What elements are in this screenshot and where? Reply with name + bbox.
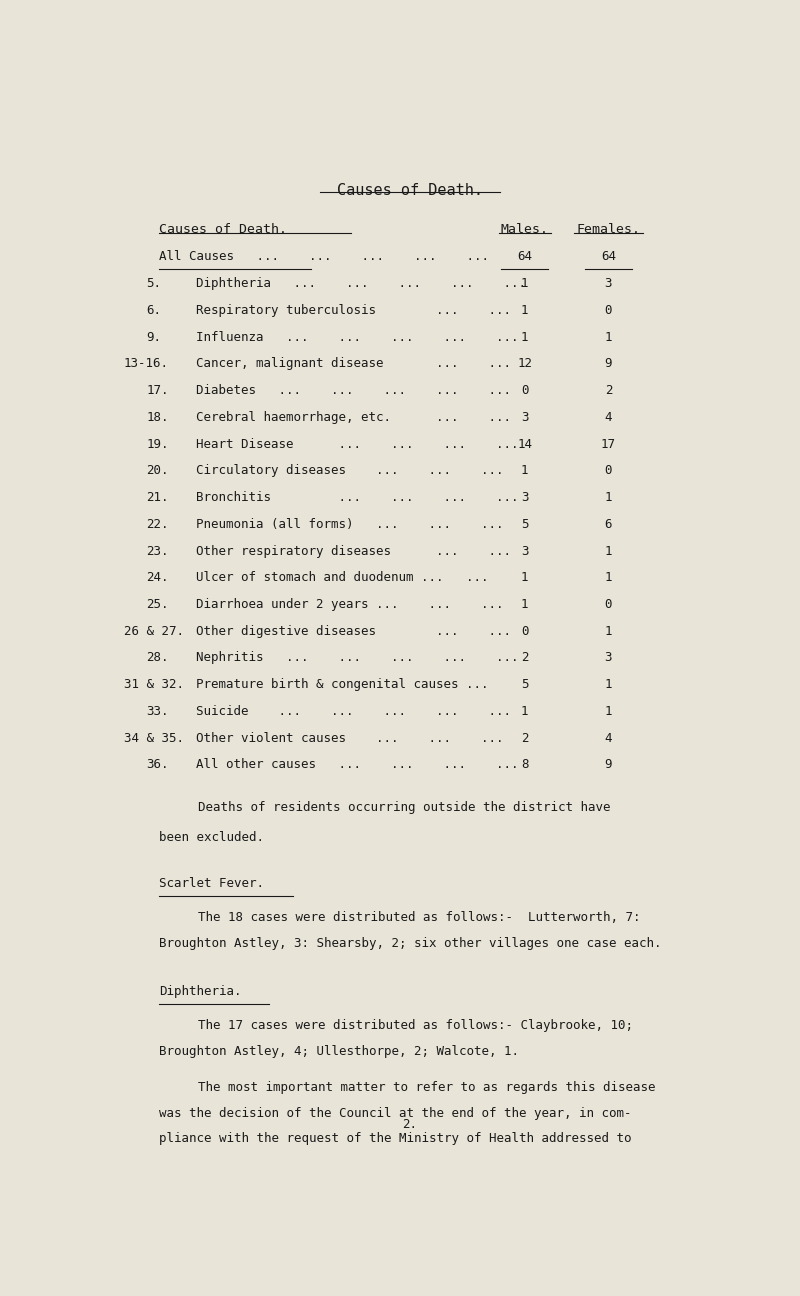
Text: Ulcer of stomach and duodenum ...   ...: Ulcer of stomach and duodenum ... ... <box>196 572 489 584</box>
Text: 36.: 36. <box>146 758 169 771</box>
Text: Other violent causes    ...    ...    ...: Other violent causes ... ... ... <box>196 732 504 745</box>
Text: Scarlet Fever.: Scarlet Fever. <box>159 877 264 890</box>
Text: Circulatory diseases    ...    ...    ...: Circulatory diseases ... ... ... <box>196 464 504 477</box>
Text: 34 & 35.: 34 & 35. <box>123 732 183 745</box>
Text: Diabetes   ...    ...    ...    ...    ...: Diabetes ... ... ... ... ... <box>196 384 511 397</box>
Text: 19.: 19. <box>146 438 169 451</box>
Text: 2: 2 <box>605 384 612 397</box>
Text: 5.: 5. <box>146 277 162 290</box>
Text: Premature birth & congenital causes ...: Premature birth & congenital causes ... <box>196 678 489 691</box>
Text: 18.: 18. <box>146 411 169 424</box>
Text: 2: 2 <box>521 732 529 745</box>
Text: 4: 4 <box>605 732 612 745</box>
Text: 1: 1 <box>521 330 529 343</box>
Text: 26 & 27.: 26 & 27. <box>123 625 183 638</box>
Text: 33.: 33. <box>146 705 169 718</box>
Text: Heart Disease      ...    ...    ...    ...: Heart Disease ... ... ... ... <box>196 438 518 451</box>
Text: The 18 cases were distributed as follows:-  Lutterworth, 7:: The 18 cases were distributed as follows… <box>198 911 641 924</box>
Text: Causes of Death.: Causes of Death. <box>159 223 287 236</box>
Text: Pneumonia (all forms)   ...    ...    ...: Pneumonia (all forms) ... ... ... <box>196 518 504 531</box>
Text: The 17 cases were distributed as follows:- Claybrooke, 10;: The 17 cases were distributed as follows… <box>198 1019 633 1032</box>
Text: 14: 14 <box>518 438 532 451</box>
Text: 5: 5 <box>521 678 529 691</box>
Text: 1: 1 <box>521 597 529 610</box>
Text: 1: 1 <box>605 678 612 691</box>
Text: 1: 1 <box>521 303 529 316</box>
Text: 21.: 21. <box>146 491 169 504</box>
Text: Bronchitis         ...    ...    ...    ...: Bronchitis ... ... ... ... <box>196 491 518 504</box>
Text: 6: 6 <box>605 518 612 531</box>
Text: 1: 1 <box>605 491 612 504</box>
Text: 1: 1 <box>521 705 529 718</box>
Text: 1: 1 <box>605 572 612 584</box>
Text: 3: 3 <box>521 544 529 557</box>
Text: 8: 8 <box>521 758 529 771</box>
Text: 20.: 20. <box>146 464 169 477</box>
Text: 2.: 2. <box>402 1118 418 1131</box>
Text: 1: 1 <box>605 705 612 718</box>
Text: 1: 1 <box>605 625 612 638</box>
Text: 64: 64 <box>518 250 532 263</box>
Text: 13-16.: 13-16. <box>123 358 169 371</box>
Text: 9.: 9. <box>146 330 162 343</box>
Text: Diphtheria.: Diphtheria. <box>159 985 242 998</box>
Text: 17.: 17. <box>146 384 169 397</box>
Text: 64: 64 <box>601 250 616 263</box>
Text: Nephritis   ...    ...    ...    ...    ...: Nephritis ... ... ... ... ... <box>196 652 518 665</box>
Text: 0: 0 <box>605 464 612 477</box>
Text: 1: 1 <box>521 572 529 584</box>
Text: 9: 9 <box>605 758 612 771</box>
Text: Males.: Males. <box>501 223 549 236</box>
Text: 23.: 23. <box>146 544 169 557</box>
Text: Other respiratory diseases      ...    ...: Other respiratory diseases ... ... <box>196 544 511 557</box>
Text: 2: 2 <box>521 652 529 665</box>
Text: 17: 17 <box>601 438 616 451</box>
Text: 0: 0 <box>521 625 529 638</box>
Text: 1: 1 <box>521 464 529 477</box>
Text: 3: 3 <box>605 652 612 665</box>
Text: The most important matter to refer to as regards this disease: The most important matter to refer to as… <box>198 1081 655 1094</box>
Text: 9: 9 <box>605 358 612 371</box>
Text: was the decision of the Council at the end of the year, in com-: was the decision of the Council at the e… <box>159 1107 631 1120</box>
Text: Respiratory tuberculosis        ...    ...: Respiratory tuberculosis ... ... <box>196 303 511 316</box>
Text: All other causes   ...    ...    ...    ...: All other causes ... ... ... ... <box>196 758 518 771</box>
Text: pliance with the request of the Ministry of Health addressed to: pliance with the request of the Ministry… <box>159 1133 631 1146</box>
Text: All Causes   ...    ...    ...    ...    ...: All Causes ... ... ... ... ... <box>159 250 489 263</box>
Text: Cerebral haemorrhage, etc.      ...    ...: Cerebral haemorrhage, etc. ... ... <box>196 411 511 424</box>
Text: 1: 1 <box>605 544 612 557</box>
Text: 25.: 25. <box>146 597 169 610</box>
Text: 0: 0 <box>605 597 612 610</box>
Text: Females.: Females. <box>576 223 640 236</box>
Text: 24.: 24. <box>146 572 169 584</box>
Text: Broughton Astley, 3: Shearsby, 2; six other villages one case each.: Broughton Astley, 3: Shearsby, 2; six ot… <box>159 937 662 950</box>
Text: 1: 1 <box>605 330 612 343</box>
Text: Deaths of residents occurring outside the district have: Deaths of residents occurring outside th… <box>198 801 610 814</box>
Text: 5: 5 <box>521 518 529 531</box>
Text: 0: 0 <box>521 384 529 397</box>
Text: Other digestive diseases        ...    ...: Other digestive diseases ... ... <box>196 625 511 638</box>
Text: 1: 1 <box>521 277 529 290</box>
Text: 4: 4 <box>605 411 612 424</box>
Text: 3: 3 <box>605 277 612 290</box>
Text: Influenza   ...    ...    ...    ...    ...: Influenza ... ... ... ... ... <box>196 330 518 343</box>
Text: 12: 12 <box>518 358 532 371</box>
Text: 6.: 6. <box>146 303 162 316</box>
Text: Diarrhoea under 2 years ...    ...    ...: Diarrhoea under 2 years ... ... ... <box>196 597 504 610</box>
Text: 28.: 28. <box>146 652 169 665</box>
Text: 22.: 22. <box>146 518 169 531</box>
Text: 0: 0 <box>605 303 612 316</box>
Text: Diphtheria   ...    ...    ...    ...    ...: Diphtheria ... ... ... ... ... <box>196 277 526 290</box>
Text: Suicide    ...    ...    ...    ...    ...: Suicide ... ... ... ... ... <box>196 705 511 718</box>
Text: 3: 3 <box>521 491 529 504</box>
Text: been excluded.: been excluded. <box>159 831 264 844</box>
Text: Causes of Death.: Causes of Death. <box>337 184 483 198</box>
Text: 31 & 32.: 31 & 32. <box>123 678 183 691</box>
Text: 3: 3 <box>521 411 529 424</box>
Text: Broughton Astley, 4; Ullesthorpe, 2; Walcote, 1.: Broughton Astley, 4; Ullesthorpe, 2; Wal… <box>159 1045 519 1058</box>
Text: Cancer, malignant disease       ...    ...: Cancer, malignant disease ... ... <box>196 358 511 371</box>
